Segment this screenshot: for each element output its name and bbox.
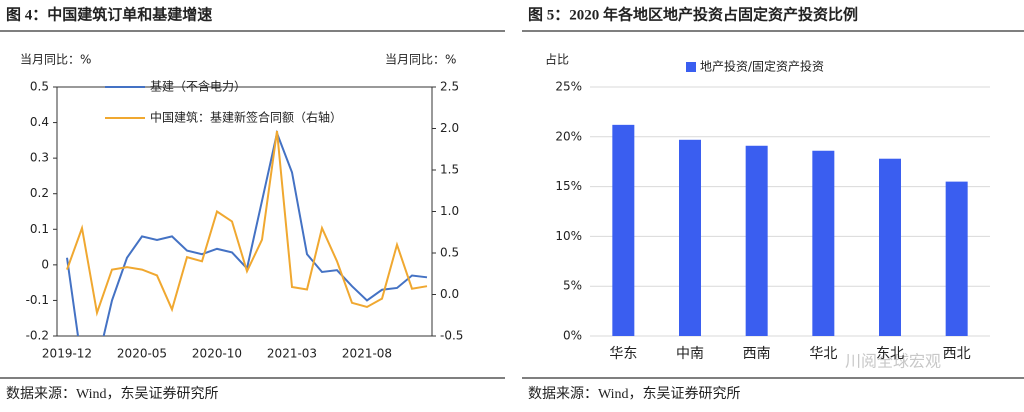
y-tick-label: -0.1 (26, 293, 49, 307)
y-tick-label: 0.3 (30, 151, 49, 165)
y-tick-label: 0 (41, 257, 49, 271)
bar (745, 145, 768, 336)
y2-tick-label: 2.0 (440, 121, 459, 135)
x-tick-label: 华北 (809, 346, 837, 362)
y2-tick-label: 1.5 (440, 163, 459, 177)
y-tick-label: 25% (555, 80, 582, 94)
y-tick-label: 0.2 (30, 186, 49, 200)
y2-tick-label: 0.0 (440, 287, 459, 301)
y2-tick-label: 0.5 (440, 246, 459, 260)
y-axis-label: 占比 (545, 52, 569, 67)
x-tick-label: 华东 (609, 346, 637, 362)
y-tick-label: 10% (555, 229, 582, 243)
y-tick-label: 5% (563, 279, 582, 293)
bar (812, 150, 835, 336)
y2-tick-label: -0.5 (440, 329, 463, 343)
legend-label: 地产投资/固定资产投资 (700, 59, 824, 74)
y-tick-label: 0.1 (30, 222, 49, 236)
bar (945, 181, 968, 336)
legend-swatch (686, 62, 696, 72)
x-tick-label: 2019-12 (42, 347, 92, 361)
y2-tick-label: 1.0 (440, 204, 459, 218)
y-tick-label: -0.2 (26, 329, 49, 343)
chart-title: 图 5：2020 年各地区地产投资占固定资产投资比例 (528, 5, 858, 23)
x-tick-label: 2020-10 (192, 347, 242, 361)
y-tick-label: 15% (555, 179, 582, 193)
x-tick-label: 西北 (943, 346, 971, 362)
x-tick-label: 东北 (876, 346, 904, 362)
bar (612, 124, 635, 337)
x-tick-label: 中南 (676, 346, 704, 362)
bar (679, 139, 701, 336)
bar (879, 158, 901, 336)
source: 数据来源：Wind，东吴证券研究所 (6, 386, 219, 402)
source: 数据来源：Wind，东吴证券研究所 (528, 386, 741, 402)
x-tick-label: 2020-05 (117, 347, 167, 361)
y-tick-label: 20% (555, 129, 582, 143)
y-tick-label: 0.5 (30, 80, 49, 94)
panel (0, 0, 505, 412)
watermark: 川阅全球宏观 (845, 352, 941, 371)
y2-axis-label: 当月同比：% (385, 53, 456, 67)
y-axis-label: 当月同比：% (20, 53, 91, 67)
chart-title: 图 4：中国建筑订单和基建增速 (6, 5, 212, 23)
y-tick-label: 0% (563, 329, 582, 343)
x-tick-label: 2021-08 (342, 347, 392, 361)
x-tick-label: 西南 (743, 346, 771, 362)
legend-label: 中国建筑：基建新签合同额（右轴） (150, 110, 342, 125)
x-tick-label: 2021-03 (267, 347, 317, 361)
series-line (66, 130, 428, 317)
y2-tick-label: 2.5 (440, 80, 459, 94)
legend-label: 基建（不含电力） (150, 79, 246, 94)
y-tick-label: 0.4 (30, 115, 49, 129)
